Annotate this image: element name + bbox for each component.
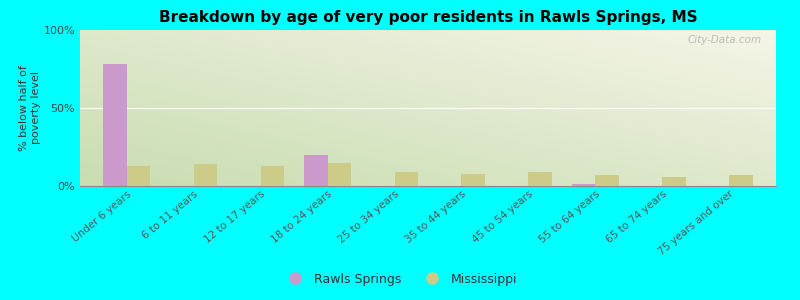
Bar	[572, 184, 595, 186]
Bar	[194, 164, 217, 186]
Bar	[328, 163, 351, 186]
Title: Breakdown by age of very poor residents in Rawls Springs, MS: Breakdown by age of very poor residents …	[158, 10, 698, 25]
Y-axis label: % below half of
poverty level: % below half of poverty level	[19, 65, 41, 151]
Bar	[261, 166, 284, 186]
Legend: Rawls Springs, Mississippi: Rawls Springs, Mississippi	[278, 268, 522, 291]
Bar	[304, 155, 328, 186]
Bar	[729, 175, 753, 186]
Bar	[103, 64, 127, 186]
Bar	[662, 177, 686, 186]
Bar	[528, 172, 552, 186]
Bar	[595, 175, 618, 186]
Bar	[394, 172, 418, 186]
Bar	[127, 166, 150, 186]
Bar	[462, 173, 485, 186]
Text: City-Data.com: City-Data.com	[688, 35, 762, 45]
